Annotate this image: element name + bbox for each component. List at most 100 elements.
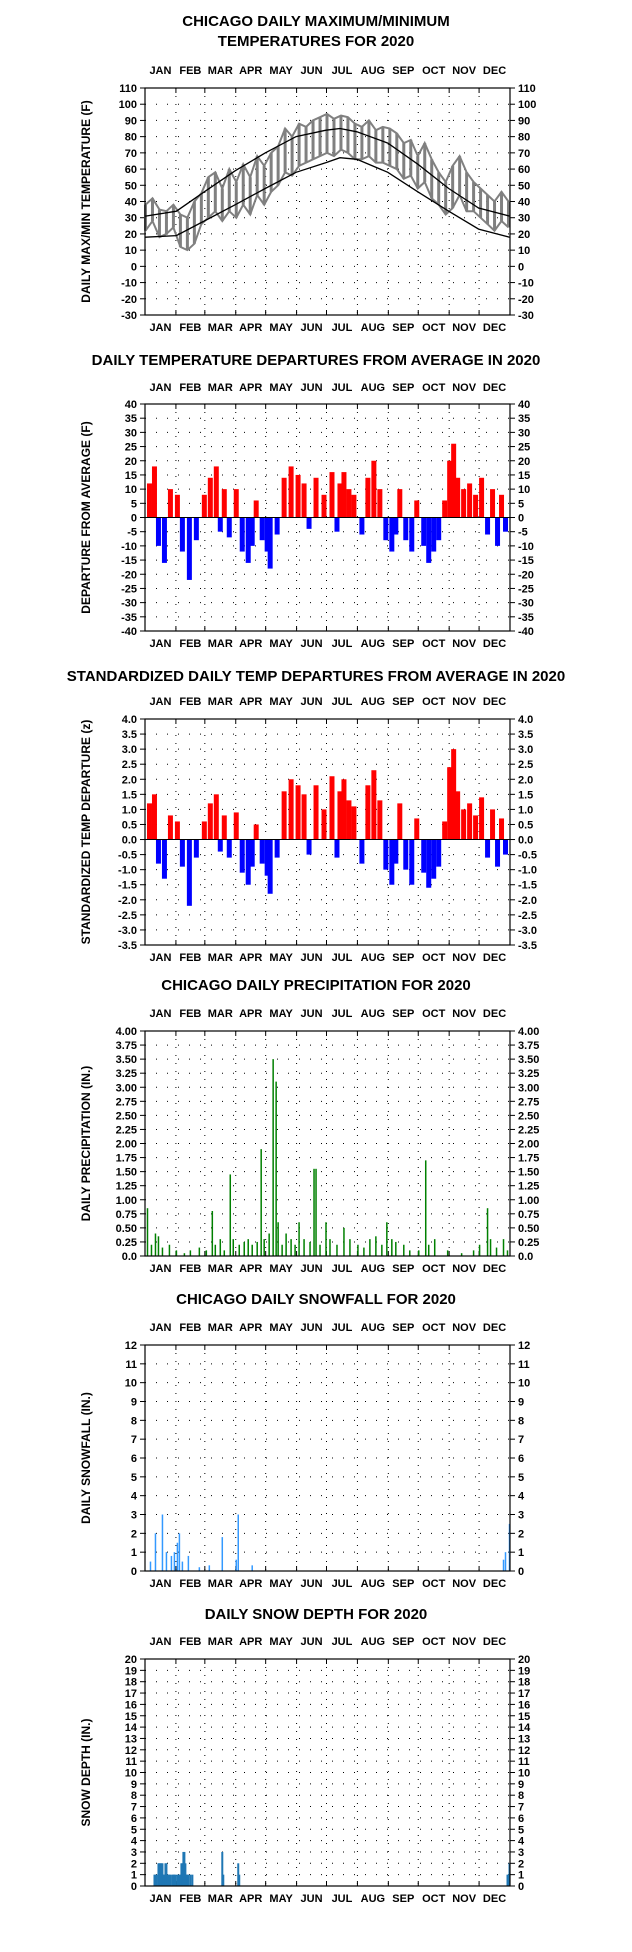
- month-label-bottom: MAR: [208, 322, 233, 334]
- y-tick-label-left: 7: [131, 1802, 137, 1814]
- month-label-top: AUG: [361, 1008, 385, 1020]
- precip-bar: [363, 1247, 365, 1256]
- y-tick-label-left: 100: [119, 99, 137, 111]
- y-tick-label-right: 0.25: [518, 1237, 539, 1249]
- y-tick-label-left: 90: [125, 115, 137, 127]
- month-label-top: APR: [239, 65, 262, 77]
- y-tick-label-left: 0.75: [116, 1209, 137, 1221]
- y-tick-label-left: 2.25: [116, 1124, 137, 1136]
- y-tick-label-left: -5: [127, 527, 137, 539]
- month-label-bottom: OCT: [422, 1263, 446, 1275]
- month-label-bottom: NOV: [452, 952, 477, 964]
- snowfall-bar: [251, 1565, 253, 1571]
- y-tick-label-right: 3: [518, 1510, 524, 1522]
- precip-bar: [294, 1244, 296, 1256]
- above-average-bar: [341, 472, 347, 518]
- data-marks: [145, 443, 510, 580]
- month-label-top: JUL: [332, 696, 353, 708]
- y-tick-label-right: 40: [518, 197, 530, 209]
- normal-low-line: [145, 157, 510, 238]
- month-label-top: MAR: [208, 1322, 233, 1334]
- above-average-bar: [321, 494, 327, 518]
- month-label-bottom: NOV: [452, 322, 477, 334]
- month-label-top: FEB: [179, 65, 201, 77]
- above-average-bar: [479, 797, 485, 840]
- y-axis-label: DEPARTURE FROM AVERAGE (F): [79, 421, 93, 613]
- below-average-bar: [161, 839, 167, 879]
- precip-bar: [268, 1233, 270, 1256]
- month-label-bottom: SEP: [392, 638, 414, 650]
- depth-bar: [238, 1874, 241, 1886]
- y-tick-label-left: 17: [125, 1688, 137, 1700]
- month-label-bottom: APR: [239, 1893, 262, 1905]
- month-label-bottom: JUN: [301, 638, 323, 650]
- above-average-bar: [461, 489, 467, 518]
- month-label-bottom: JUL: [332, 638, 353, 650]
- y-tick-label-left: 12: [125, 1745, 137, 1757]
- below-average-bar: [359, 839, 365, 864]
- precip-bar: [486, 1208, 489, 1256]
- y-tick-label-right: 0.75: [518, 1209, 539, 1221]
- precip-bar: [281, 1244, 283, 1256]
- below-average-bar: [389, 839, 395, 885]
- month-label-bottom: OCT: [422, 1893, 446, 1905]
- above-average-bar: [329, 776, 335, 840]
- y-tick-label-left: 60: [125, 164, 137, 176]
- normal-high-line: [145, 127, 510, 217]
- y-tick-label-right: 20: [518, 229, 530, 241]
- month-label-top: APR: [239, 696, 262, 708]
- month-label-bottom: MAY: [269, 638, 293, 650]
- y-tick-label-right: 10: [518, 1378, 530, 1390]
- month-label-bottom: MAY: [269, 952, 293, 964]
- y-tick-label-right: 2.0: [518, 774, 533, 786]
- y-axis-label: SNOW DEPTH (IN.): [79, 1719, 93, 1827]
- plot-frame: [144, 1658, 511, 1887]
- above-average-bar: [490, 809, 496, 840]
- precip-bar: [238, 1244, 240, 1256]
- precip-bar: [433, 1239, 436, 1256]
- below-average-bar: [155, 839, 161, 864]
- month-label-top: MAR: [208, 65, 233, 77]
- y-tick-label-right: 30: [518, 213, 530, 225]
- above-average-bar: [461, 809, 467, 840]
- month-label-top: APR: [239, 1636, 262, 1648]
- above-average-bar: [207, 477, 213, 518]
- y-tick-label-right: -2.0: [518, 895, 537, 907]
- y-tick-label-left: -30: [121, 598, 137, 610]
- chart-panel-temps: CHICAGO DAILY MAXIMUM/MINIMUM TEMPERATURE…: [79, 13, 536, 334]
- y-tick-label-right: -1.5: [518, 880, 537, 892]
- y-tick-label-left: -1.5: [118, 880, 137, 892]
- month-label-bottom: JUL: [332, 1263, 353, 1275]
- month-label-bottom: APR: [239, 638, 262, 650]
- month-label-top: OCT: [422, 382, 446, 394]
- precip-bar: [229, 1174, 232, 1256]
- y-tick-label-right: 2.50: [518, 1110, 539, 1122]
- month-label-bottom: JAN: [149, 1578, 171, 1590]
- precip-bar: [214, 1244, 217, 1256]
- above-average-bar: [288, 466, 294, 518]
- y-tick-label-right: 2.00: [518, 1139, 539, 1151]
- y-tick-label-right: 8: [518, 1415, 524, 1427]
- above-average-bar: [174, 494, 180, 518]
- month-label-top: MAR: [208, 1636, 233, 1648]
- precip-bar: [243, 1241, 245, 1256]
- below-average-bar: [403, 517, 409, 541]
- y-tick-label-left: 9: [131, 1397, 137, 1409]
- month-label-bottom: MAY: [269, 1578, 293, 1590]
- y-tick-label-right: 3.5: [518, 729, 533, 741]
- depth-bar: [221, 1851, 224, 1886]
- precip-bar: [154, 1233, 157, 1256]
- y-tick-label-right: 5: [518, 1824, 524, 1836]
- month-label-top: DEC: [483, 1008, 506, 1020]
- y-tick-label-left: 1.50: [116, 1167, 137, 1179]
- month-label-top: JUN: [301, 1322, 323, 1334]
- y-tick-label-right: 11: [518, 1359, 530, 1371]
- y-tick-label-left: 15: [125, 1711, 137, 1723]
- y-tick-label-left: 2.50: [116, 1110, 137, 1122]
- month-label-bottom: OCT: [422, 638, 446, 650]
- plot-frame: [144, 1344, 511, 1572]
- y-tick-label-left: 10: [125, 484, 137, 496]
- y-tick-label-right: 2.5: [518, 759, 533, 771]
- month-label-top: MAR: [208, 1008, 233, 1020]
- y-tick-label-right: 70: [518, 148, 530, 160]
